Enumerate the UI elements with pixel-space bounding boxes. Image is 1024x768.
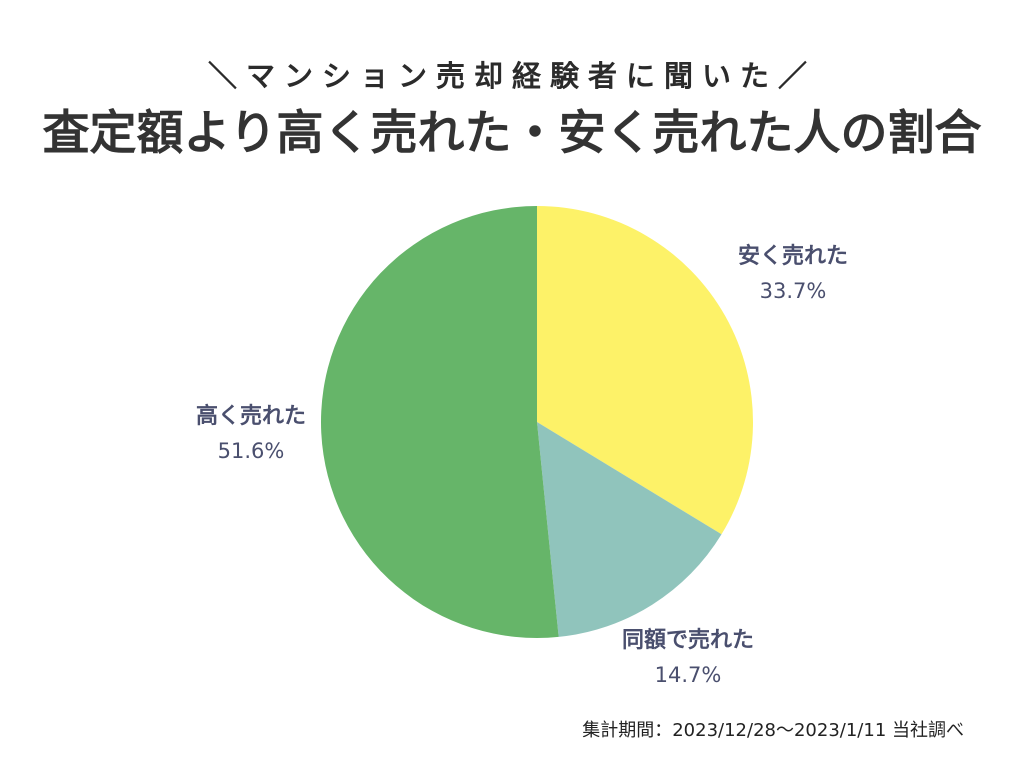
slice-label-dougaku: 同額で売れた 14.7% [588,624,788,692]
survey-period-note: 集計期間：2023/12/28〜2023/1/11 当社調べ [582,720,964,741]
pie-slice-dougaku [537,422,722,637]
slice-label-takaku: 高く売れた 51.6% [151,400,351,468]
pie-slice-yasuku [537,206,754,535]
slice-value-yasuku: 33.7% [759,279,827,303]
slice-name-dougaku: 同額で売れた [621,628,754,653]
slice-name-yasuku: 安く売れた [737,244,848,269]
slice-label-yasuku: 安く売れた 33.7% [693,240,893,308]
slice-name-takaku: 高く売れた [195,404,306,429]
slice-value-dougaku: 14.7% [654,663,722,687]
pie-slice-takaku [320,206,559,639]
chart-subtitle: ＼マンション売却経験者に聞いた／ [207,59,816,93]
chart-title: 査定額より高く売れた・安く売れた人の割合 [42,106,982,161]
slice-value-takaku: 51.6% [217,439,285,463]
